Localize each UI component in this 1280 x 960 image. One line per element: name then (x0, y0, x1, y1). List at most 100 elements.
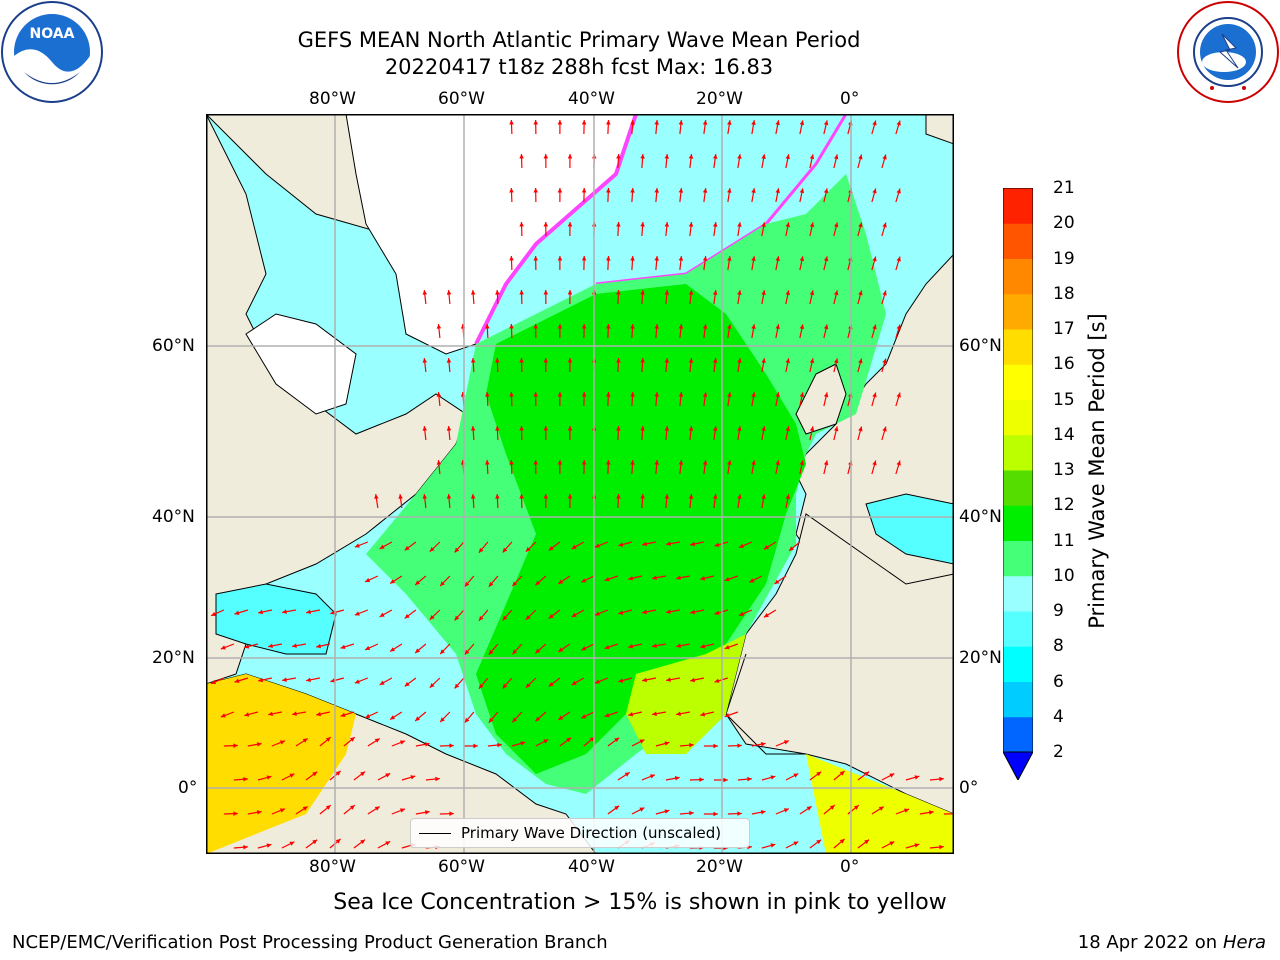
wave-arrow-head (488, 581, 494, 587)
wave-arrow-head (454, 615, 460, 621)
wave-arrow-head (630, 460, 635, 465)
wave-arrow-head (833, 358, 839, 364)
wave-arrow-head (533, 324, 538, 329)
wave-arrow-head (454, 683, 460, 689)
wave-arrow-head (713, 743, 718, 749)
wave-arrow-head (557, 120, 563, 125)
wave-arrow-head (642, 541, 647, 547)
wave-arrow-head (340, 644, 346, 650)
wave-arrow-head (664, 809, 670, 814)
wave-arrow-head (256, 742, 262, 747)
wave-arrow-head (233, 743, 238, 748)
wave-arrow-head (365, 645, 371, 651)
wave-arrow-head (678, 392, 684, 397)
wave-arrow-head (519, 494, 524, 499)
wave-arrow-head (502, 547, 508, 553)
wave-arrow-head (882, 222, 887, 228)
wave-arrow-head (360, 839, 366, 845)
colorbar-segment (1003, 716, 1033, 753)
wave-arrow-head (751, 256, 756, 261)
wave-arrow-head (770, 775, 776, 780)
wave-arrow-head (340, 712, 346, 718)
wave-arrow-head (567, 154, 573, 159)
wave-arrow-head (543, 290, 549, 295)
wave-arrow-head (724, 577, 730, 582)
wave-arrow-head (422, 494, 428, 499)
wave-arrow-head (761, 494, 766, 500)
wave-arrow-head (688, 154, 694, 159)
wave-arrow-head (374, 806, 380, 811)
sea-ice-edge (474, 114, 638, 345)
colorbar-tick-label: 17 (1053, 319, 1075, 339)
wave-arrow-head (904, 808, 909, 813)
wave-arrow-head (664, 741, 670, 746)
colorbar-segment (1003, 329, 1033, 365)
wave-arrow-head (618, 610, 624, 615)
colorbar-tick-label: 19 (1053, 248, 1075, 269)
wave-arrow-head (379, 544, 385, 549)
wave-arrow-head (258, 609, 264, 615)
colorbar-tick-label: 2 (1053, 742, 1064, 762)
wave-arrow-head (557, 460, 563, 465)
wave-arrow-head (266, 843, 272, 848)
wave-arrow-head (727, 120, 732, 125)
wave-arrow-head (652, 575, 657, 580)
wave-arrow-head (404, 613, 410, 619)
wave-arrow-head (360, 771, 366, 777)
wave-arrow-head (712, 494, 718, 499)
wave-arrow-head (302, 738, 308, 743)
wave-arrow-head (775, 120, 780, 126)
wave-arrow-head (292, 711, 297, 716)
wave-arrow-head (543, 222, 549, 227)
wave-arrow-head (606, 188, 611, 193)
wave-arrow-head (823, 256, 829, 262)
wave-arrow-head (512, 649, 518, 655)
chart-title: GEFS MEAN North Atlantic Primary Wave Me… (297, 28, 861, 52)
wave-arrow-head (664, 154, 670, 159)
lon-label-top-0: 0° (840, 89, 860, 109)
wave-arrow-head (678, 324, 684, 329)
wave-arrow-head (712, 222, 718, 227)
noaa-logo: NOAA (1, 1, 103, 103)
wave-arrow-head (809, 290, 815, 296)
wave-arrow-head (543, 426, 549, 431)
wave-arrow-head (872, 460, 877, 466)
wave-arrow-head (789, 546, 794, 551)
wave-arrow-head (896, 256, 901, 262)
lon-label-bottom-20w: 20°W (696, 857, 743, 877)
colorbar-tick-label: 15 (1053, 389, 1075, 410)
wave-arrow-head (809, 154, 815, 160)
colorbar-segment (1003, 258, 1033, 295)
wave-arrow-head (571, 680, 577, 685)
lon-label-top-60w: 60°W (438, 89, 485, 109)
wave-arrow-head (858, 426, 863, 432)
wave-arrow-head (509, 188, 514, 193)
wave-arrow-head (654, 120, 659, 125)
wave-arrow-head (702, 120, 708, 125)
wave-arrow-head (616, 290, 621, 295)
wave-arrow-head (896, 392, 901, 398)
wave-arrow-head (436, 324, 442, 329)
wave-arrow-head (512, 717, 518, 723)
wave-arrow-head (833, 426, 839, 432)
wave-arrow-head (567, 494, 573, 499)
wave-arrow-head (594, 543, 600, 548)
wave-arrow-head (365, 713, 371, 719)
wave-arrow-head (470, 494, 476, 499)
footer-credit: NCEP/EMC/Verification Post Processing Pr… (12, 932, 608, 953)
wave-arrow-head (566, 737, 572, 743)
wave-arrow-head (640, 222, 645, 227)
wave-arrow-head (785, 494, 791, 500)
wave-arrow-head (606, 256, 611, 261)
wave-arrow-head (415, 580, 421, 585)
colorbar-segment (1003, 364, 1033, 400)
lon-label-bottom-40w: 40°W (568, 857, 615, 877)
graticule (206, 114, 954, 854)
wave-arrow-head (446, 426, 452, 431)
wave-arrow-head (424, 742, 430, 747)
wave-arrow-head (279, 740, 285, 745)
wave-arrow-head (243, 776, 248, 782)
wave-arrow-head (630, 120, 635, 125)
colorbar-tick-label: 10 (1053, 565, 1075, 586)
wave-arrow-head (525, 615, 531, 620)
